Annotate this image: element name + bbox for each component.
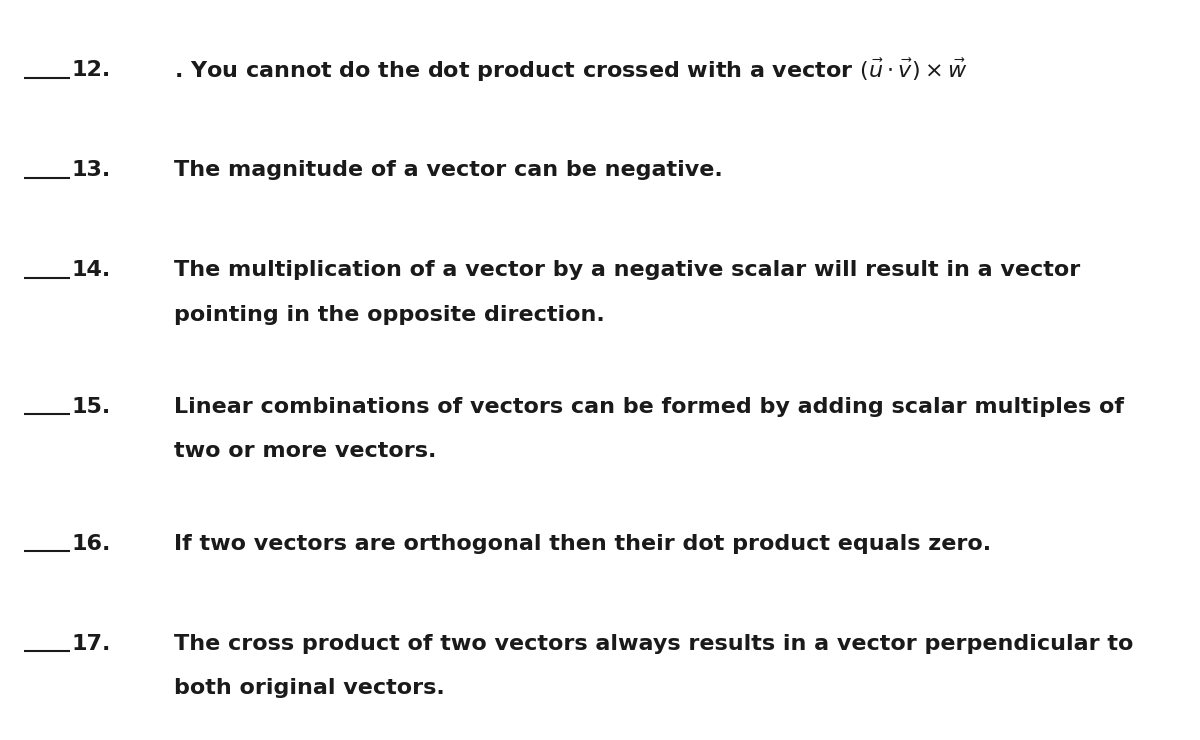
Text: The cross product of two vectors always results in a vector perpendicular to: The cross product of two vectors always … [174, 633, 1133, 654]
Text: Linear combinations of vectors can be formed by adding scalar multiples of: Linear combinations of vectors can be fo… [174, 397, 1124, 417]
Text: The multiplication of a vector by a negative scalar will result in a vector: The multiplication of a vector by a nega… [174, 260, 1080, 280]
Text: 14.: 14. [72, 260, 112, 280]
Text: . You cannot do the dot product crossed with a vector $( \vec{u} \cdot \vec{v}) : . You cannot do the dot product crossed … [174, 57, 967, 84]
Text: 17.: 17. [72, 633, 112, 654]
Text: 13.: 13. [72, 160, 112, 181]
Text: The magnitude of a vector can be negative.: The magnitude of a vector can be negativ… [174, 160, 722, 181]
Text: 12.: 12. [72, 60, 112, 81]
Text: pointing in the opposite direction.: pointing in the opposite direction. [174, 304, 605, 325]
Text: 16.: 16. [72, 534, 112, 554]
Text: If two vectors are orthogonal then their dot product equals zero.: If two vectors are orthogonal then their… [174, 534, 991, 554]
Text: 15.: 15. [72, 397, 112, 417]
Text: two or more vectors.: two or more vectors. [174, 441, 437, 462]
Text: both original vectors.: both original vectors. [174, 678, 445, 699]
